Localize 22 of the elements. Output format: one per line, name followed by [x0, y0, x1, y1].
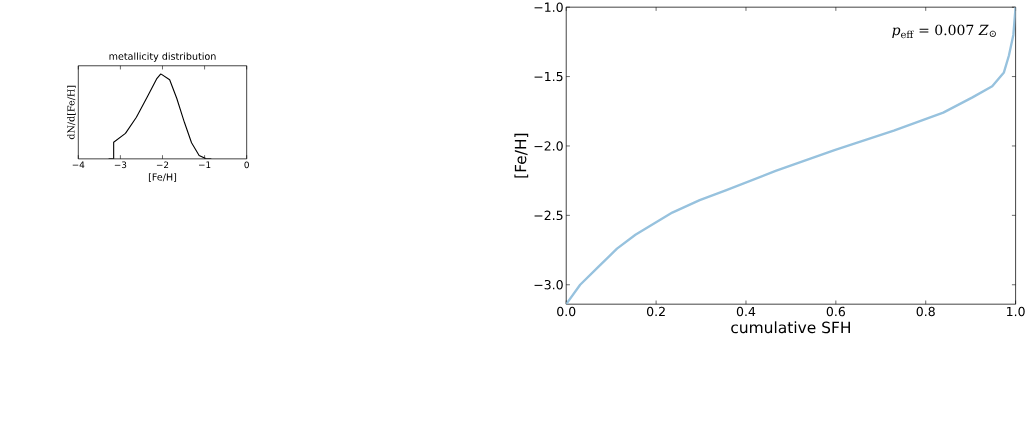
y-tick-label: −2.5 [534, 210, 563, 221]
x-axis-title: cumulative SFH [731, 321, 850, 334]
y-tick-label: −1.5 [534, 71, 563, 82]
x-tick-label: 0.4 [736, 306, 756, 317]
y-tick-label: −2.0 [534, 141, 563, 151]
x-tick-label: 0.2 [646, 306, 665, 317]
x-tick-label: −4 [72, 161, 85, 168]
x-tick-label: 0.6 [826, 306, 845, 317]
x-tick-label: 0 [244, 161, 249, 169]
x-tick-label: 1.0 [1007, 306, 1025, 317]
y-axis-title: dN/d[Fe/H] [67, 85, 76, 140]
x-tick-label: 0.0 [557, 306, 576, 317]
y-axis-title: [Fe/H] [514, 133, 529, 178]
annotation: p$_{eff}$ = 0.007 Z$_{⊙}$ [892, 24, 996, 39]
x-tick-label: 0.8 [916, 306, 935, 317]
x-axis-title: [Fe/H] [148, 173, 177, 182]
x-tick-label: −1 [199, 161, 211, 168]
x-tick-label: −2 [156, 161, 169, 169]
x-tick-label: −3 [114, 161, 127, 169]
y-tick-label: −3.0 [534, 280, 563, 290]
y-tick-label: −1.0 [534, 2, 563, 12]
chart-title: metallicity distribution [109, 52, 216, 62]
